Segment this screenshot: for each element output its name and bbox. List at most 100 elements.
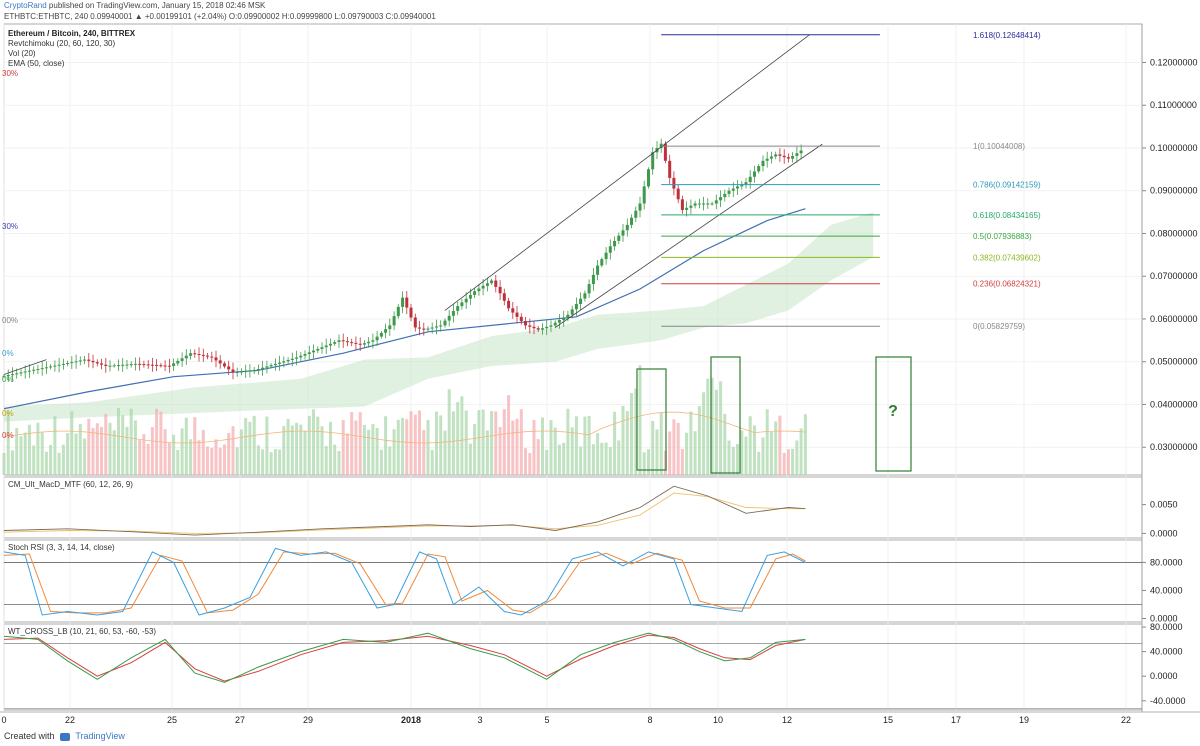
volume-ma-line [3,411,806,444]
volume-bar [638,365,642,475]
volume-bar [413,414,417,475]
volume-bar [282,426,286,475]
trend-channel-line[interactable] [444,34,810,311]
volume-bar [32,445,36,475]
candle-body [401,297,405,307]
macd-tick-label: 0.0000 [1150,528,1178,538]
candle-body [193,353,197,355]
macd-pane[interactable] [3,476,1143,539]
fib-level-label: 0.5(0.07936883) [973,232,1032,241]
candle-body [303,354,307,356]
volume-bar [133,420,137,475]
candle-body [757,166,761,172]
volume-bar [625,411,629,475]
candle-body [490,280,494,284]
left-percent-marker: 0% [2,375,14,384]
fib-level-label: 0.786(0.09142159) [973,181,1041,190]
candle-body [774,154,778,157]
candle-body [223,363,226,367]
candle-body [290,358,294,360]
ichimoku-cloud [4,212,874,422]
trend-channel-line[interactable] [3,359,47,375]
candle-body [736,186,739,189]
volume-bar [405,419,409,475]
candle-body [693,203,697,206]
candle-body [201,354,205,356]
volume-bar [333,444,337,475]
candle-body [710,203,714,205]
time-tick-label: 10 [713,715,723,725]
price-tick-label: 0.12000000 [1150,57,1198,67]
candle-body [625,224,629,231]
volume-bar [49,445,53,475]
time-tick-label: 8 [647,715,652,725]
volume-bar [736,444,739,475]
candle-body [507,300,511,309]
time-tick-label: 29 [303,715,313,725]
volume-bar [727,440,731,475]
time-tick-label: 19 [1019,715,1029,725]
volume-bar [189,439,193,475]
candle-body [142,364,146,366]
volume-highlight-box[interactable] [636,368,667,471]
volume-bar [613,411,617,475]
volume-bar [791,448,795,475]
candle-body [91,360,95,363]
tradingview-logo-text[interactable]: TradingView [75,731,125,741]
candle-body [108,365,112,367]
volume-bar [702,392,706,475]
question-mark-annotation: ? [888,403,898,420]
volume-bar [634,388,638,475]
candle-body [112,365,116,367]
fib-level-label: 0.618(0.08434165) [973,211,1041,220]
candle-body [608,246,612,253]
candle-body [566,314,570,318]
candle-body [613,241,617,247]
volume-bar [227,432,231,475]
candle-body [464,298,468,303]
candle-body [422,328,426,330]
volume-bar [350,412,354,475]
candle-body [121,364,125,366]
candle-body [117,365,120,367]
volume-bar [680,448,684,475]
volume-bar [320,426,324,475]
quote-line: ETHBTC:ETHBTC, 240 0.09940001 ▲ +0.00199… [4,12,436,21]
candle-body [753,171,756,177]
price-tick-label: 0.09000000 [1150,186,1198,196]
volume-bar [485,430,489,475]
volume-bar [782,452,786,475]
candle-body [87,359,91,361]
candle-body [702,203,706,205]
stoch-pane[interactable] [3,539,1143,623]
volume-bar [95,423,99,475]
fib-level-label: 0(0.05829759) [973,322,1025,331]
volume-bar [757,451,761,475]
candle-body [244,371,248,373]
volume-bar [498,427,502,475]
candle-body [562,317,566,321]
candle-body [95,362,99,364]
candle-body [782,155,786,158]
time-tick-label: 2018 [401,715,421,725]
candle-body [651,152,655,170]
tradingview-logo-icon [60,732,71,741]
volume-bar [184,417,188,475]
candle-body [320,347,324,349]
volume-bar [617,440,621,475]
candle-body [583,293,587,299]
volume-bar [706,378,710,475]
volume-highlight-box[interactable] [710,356,741,474]
volume-bar [78,424,82,475]
candle-body [426,328,430,330]
candle-body [680,199,684,210]
left-percent-marker: 00% [2,316,18,325]
publisher-name[interactable]: CryptoRand [4,1,47,10]
macd-pane-title: CM_Ult_MacD_MTF (60, 12, 26, 9) [8,480,133,489]
volume-bar [570,427,574,475]
volume-highlight-box[interactable] [875,356,912,472]
wt-pane[interactable] [3,623,1143,711]
candle-body [502,293,506,301]
candle-body [375,336,379,341]
